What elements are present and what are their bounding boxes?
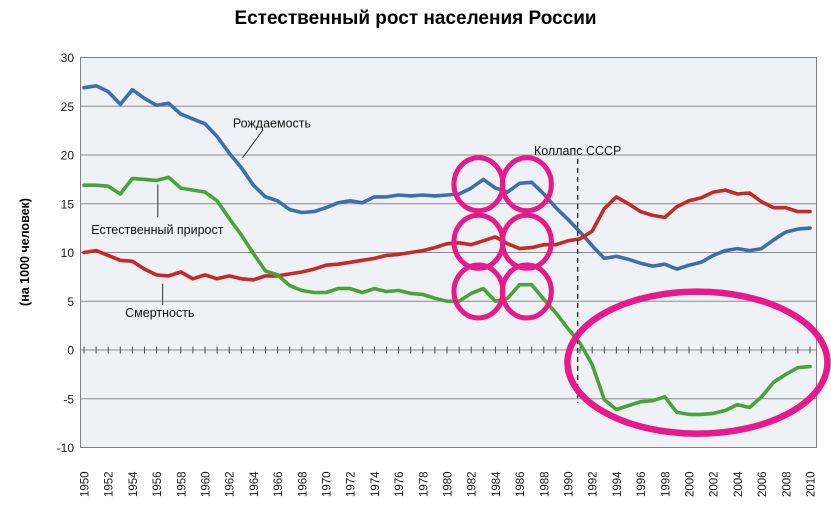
plot-border (80, 57, 817, 448)
x-axis-tick-label: 1996 (636, 471, 648, 497)
y-axis-tick-label: 10 (61, 246, 75, 260)
x-axis-tick-label: 1980 (443, 471, 455, 497)
birth-rate-label: Рождаемость (233, 117, 311, 131)
x-axis-tick-label: 1986 (515, 471, 527, 497)
y-axis-labels: 30 25 20 15 10 5 0 -5 -10 (57, 51, 75, 455)
x-axis-tick-label: 2000 (685, 471, 697, 497)
x-axis-tick-label: 2002 (709, 471, 721, 497)
y-axis-tick-label: -10 (57, 441, 75, 455)
x-axis-tick-label: 1958 (176, 471, 188, 497)
highlight-ellipse (564, 288, 831, 437)
x-axis-tick-label: 1978 (418, 471, 430, 497)
x-axis-tick-label: 1964 (249, 471, 261, 497)
x-axis-tick-label: 1992 (588, 471, 600, 497)
x-axis-labels: 1950 1952 1954 1956 1958 1960 1962 1964 1966 1968… (80, 471, 818, 497)
x-axis-tick-label: 1968 (297, 471, 309, 497)
death-rate-label: Смертность (125, 306, 194, 320)
x-axis-tick-label: 1984 (491, 471, 503, 497)
y-axis-tick-label: 5 (67, 295, 74, 309)
x-axis-tick-label: 1956 (152, 471, 164, 497)
x-axis-tick-label: 1970 (322, 471, 334, 497)
x-axis-tick-label: 1974 (370, 471, 382, 497)
birth-rate-pointer (242, 129, 264, 159)
x-axis-tick-label: 2008 (781, 471, 793, 497)
ussr-collapse-label: Коллапс СССР (534, 144, 621, 158)
x-axis-tick-label: 1966 (273, 471, 285, 497)
x-axis-tick-label: 2004 (733, 471, 745, 497)
x-axis-tick-label: 1960 (201, 471, 213, 497)
series-line-birth-rate (82, 84, 812, 271)
x-axis-tick-label: 1998 (660, 471, 672, 497)
series-line-natural-increase (82, 175, 812, 417)
x-axis-tick-label: 1994 (612, 471, 624, 497)
highlight-circle (499, 262, 554, 321)
x-axis-tick-label: 1990 (564, 471, 576, 497)
y-axis-tick-label: 30 (61, 51, 75, 65)
annotation-pointer-lines (157, 129, 264, 306)
x-axis-tick-label: 1954 (128, 471, 140, 497)
x-axis-tick-label: 1988 (539, 471, 551, 497)
x-axis-tick-label: 1982 (467, 471, 479, 497)
chart-title: Естественный рост населения России (234, 8, 597, 29)
y-axis-tick-label: 0 (67, 344, 74, 358)
natural-increase-label: Естественный прирост (91, 223, 224, 237)
series-line-death-rate (82, 188, 812, 282)
x-axis-tick-label: 1950 (80, 471, 92, 497)
y-axis-tick-label: 25 (61, 100, 75, 114)
x-axis-tick-label: 1976 (394, 471, 406, 497)
zero-axis-ticks (83, 346, 811, 354)
highlight-circle (499, 155, 554, 214)
gridlines (80, 105, 817, 400)
y-axis-tick-label: -5 (63, 392, 74, 406)
y-axis-tick-label: 20 (61, 149, 75, 163)
y-axis-tick-label: 15 (61, 197, 75, 211)
x-axis-tick-label: 2006 (757, 471, 769, 497)
highlight-circle (499, 212, 554, 271)
x-axis-tick-label: 2010 (806, 471, 818, 497)
x-axis-tick-label: 1952 (104, 471, 116, 497)
x-axis-tick-label: 1962 (225, 471, 237, 497)
x-axis-tick-label: 1972 (346, 471, 358, 497)
highlight-circles (451, 155, 554, 321)
